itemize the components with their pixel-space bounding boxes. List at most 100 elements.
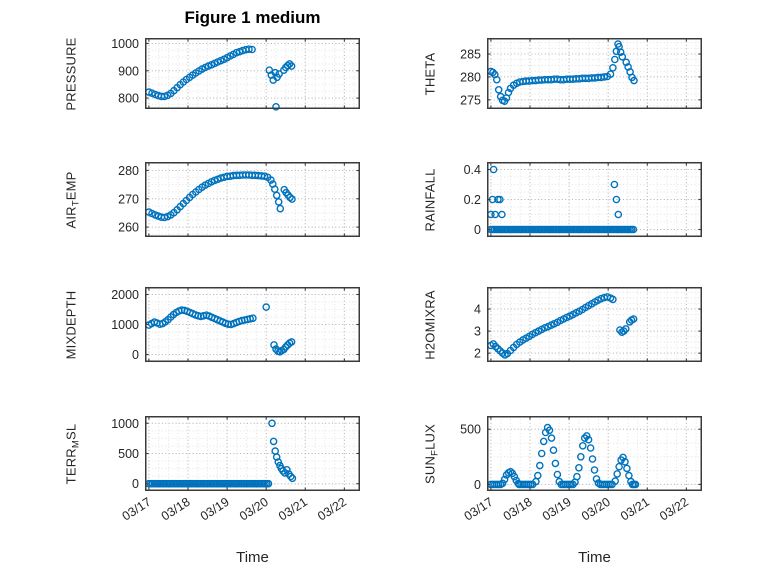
ylabel-text: THETA bbox=[422, 52, 438, 95]
y-tick-label: 500 bbox=[460, 423, 481, 437]
ylabel-text: SUN bbox=[422, 455, 438, 484]
y-axis-label-theta: THETA bbox=[423, 52, 438, 95]
y-tick-labels: 2 3 4 bbox=[474, 303, 481, 361]
x-tick-label: 03/22 bbox=[657, 495, 691, 524]
x-tick-label: 03/19 bbox=[540, 495, 574, 524]
major-grid-layer bbox=[145, 416, 360, 491]
y-tick-label: 260 bbox=[118, 221, 139, 235]
ylabel-text: SL bbox=[63, 423, 79, 440]
figure-title: Figure 1 medium bbox=[184, 8, 321, 27]
y-tick-label: 0 bbox=[474, 223, 481, 237]
major-grid-layer bbox=[487, 287, 702, 362]
y-tick-label: 0 bbox=[132, 348, 139, 362]
x-tick-label: 03/22 bbox=[315, 495, 349, 524]
y-tick-labels: 260 270 280 bbox=[118, 164, 139, 235]
tick-marks-layer bbox=[145, 416, 360, 491]
y-tick-label: 3 bbox=[474, 325, 481, 339]
y-tick-label: 800 bbox=[118, 92, 139, 106]
subplot-terrmsl: TERRMSL 0 500 1000 03/17 03/18 03/19 03/20 03/2… bbox=[64, 416, 360, 524]
y-tick-label: 280 bbox=[460, 70, 481, 84]
ylabel-text: MIXDEPTH bbox=[63, 290, 79, 359]
minor-grid-layer bbox=[145, 416, 360, 491]
y-axis-label-sunflux: SUNFLUX bbox=[422, 423, 441, 484]
ylabel-text: TERR bbox=[63, 447, 79, 484]
axes-box bbox=[487, 38, 702, 109]
ylabel-text: RAINFALL bbox=[422, 167, 438, 232]
plot-area-airtemp: 260 270 280 bbox=[118, 162, 360, 237]
plot-area-terrmsl: 0 500 1000 03/17 03/18 03/19 03/20 03/21 03/22 bbox=[111, 416, 360, 524]
minor-grid-layer bbox=[145, 286, 360, 363]
y-tick-label: 0 bbox=[474, 478, 481, 492]
ylabel-subscript: M bbox=[70, 439, 82, 448]
x-tick-label: 03/19 bbox=[198, 495, 232, 524]
y-tick-label: 280 bbox=[118, 164, 139, 178]
y-tick-labels: 0 500 1000 bbox=[111, 417, 139, 491]
major-grid-layer bbox=[487, 162, 702, 237]
points-layer bbox=[145, 419, 297, 488]
y-tick-label: 4 bbox=[474, 303, 481, 317]
subplot-sunflux: SUNFLUX 0 500 03/17 03/18 03/19 03/20 03/21 03/… bbox=[423, 416, 702, 524]
subplot-theta: THETA 275 280 285 bbox=[423, 38, 702, 109]
points-layer bbox=[145, 45, 296, 111]
x-tick-label: 03/18 bbox=[159, 495, 193, 524]
plot-area-sunflux: 0 500 03/17 03/18 03/19 03/20 03/21 03/22 bbox=[460, 416, 702, 524]
subplot-rainfall: RAINFALL 0 0.2 0.4 bbox=[423, 161, 702, 238]
y-tick-label: 2 bbox=[474, 347, 481, 361]
y-tick-label: 900 bbox=[118, 64, 139, 78]
y-axis-label-terrmsl: TERRMSL bbox=[63, 423, 82, 484]
y-tick-label: 0 bbox=[132, 477, 139, 491]
y-tick-labels: 0 1000 2000 bbox=[111, 288, 139, 362]
tick-marks-layer bbox=[487, 287, 702, 362]
ylabel-text: LUX bbox=[422, 423, 438, 450]
plot-area-mixdepth: 0 1000 2000 bbox=[111, 286, 360, 363]
y-tick-label: 0.4 bbox=[464, 163, 481, 177]
subplot-airtemp: AIRTEMP 260 270 280 bbox=[64, 162, 360, 237]
x-tick-label: 03/21 bbox=[618, 495, 652, 524]
points-layer bbox=[487, 165, 638, 234]
ylabel-text: H2OMIXRA bbox=[422, 289, 438, 360]
y-tick-label: 275 bbox=[460, 93, 481, 107]
ylabel-text: PRESSURE bbox=[63, 36, 79, 111]
y-axis-label-rainfall: RAINFALL bbox=[423, 168, 438, 231]
axes-box bbox=[487, 287, 702, 362]
x-tick-labels: 03/17 03/18 03/19 03/20 03/21 03/22 bbox=[462, 495, 691, 524]
y-tick-label: 1000 bbox=[111, 37, 139, 51]
y-tick-labels: 800 900 1000 bbox=[111, 37, 139, 106]
minor-grid-layer bbox=[487, 38, 702, 109]
y-tick-labels: 275 280 285 bbox=[460, 48, 481, 108]
plot-area-h2omixra: 2 3 4 bbox=[474, 286, 702, 362]
tick-marks-layer bbox=[487, 416, 702, 491]
plot-area-theta: 275 280 285 bbox=[460, 38, 702, 109]
y-axis-label-airtemp: AIRTEMP bbox=[63, 170, 82, 229]
y-tick-label: 270 bbox=[118, 192, 139, 206]
ylabel-text: EMP bbox=[63, 170, 79, 200]
y-tick-label: 285 bbox=[460, 48, 481, 62]
plot-area-pressure: 800 900 1000 bbox=[111, 37, 360, 111]
axes-box bbox=[487, 416, 702, 491]
x-tick-label: 03/17 bbox=[120, 495, 154, 524]
y-axis-label-pressure: PRESSURE bbox=[64, 37, 79, 110]
points-layer bbox=[487, 293, 638, 359]
y-tick-labels: 0 0.2 0.4 bbox=[464, 163, 481, 237]
ylabel-text: AIR bbox=[63, 205, 79, 229]
x-axis-label-right: Time bbox=[578, 549, 611, 566]
points-layer bbox=[145, 303, 296, 356]
major-grid-layer bbox=[487, 38, 702, 109]
y-axis-label-mixdepth: MIXDEPTH bbox=[64, 290, 79, 359]
y-tick-label: 1000 bbox=[111, 318, 139, 332]
y-tick-label: 500 bbox=[118, 447, 139, 461]
x-tick-labels: 03/17 03/18 03/19 03/20 03/21 03/22 bbox=[120, 495, 349, 524]
axes-box bbox=[145, 162, 360, 237]
tick-marks-layer bbox=[145, 287, 360, 362]
x-axis-label-left: Time bbox=[236, 549, 269, 566]
x-tick-label: 03/17 bbox=[462, 495, 496, 524]
y-tick-label: 0.2 bbox=[464, 193, 481, 207]
subplot-h2omixra: H2OMIXRA 2 3 4 bbox=[423, 286, 702, 362]
y-tick-label: 1000 bbox=[111, 417, 139, 431]
ylabel-subscript: F bbox=[429, 449, 441, 456]
major-grid-layer bbox=[487, 416, 702, 491]
ylabel-subscript: T bbox=[70, 199, 82, 206]
y-tick-labels: 0 500 bbox=[460, 423, 481, 492]
points-layer bbox=[487, 423, 640, 489]
tick-marks-layer bbox=[487, 38, 702, 109]
